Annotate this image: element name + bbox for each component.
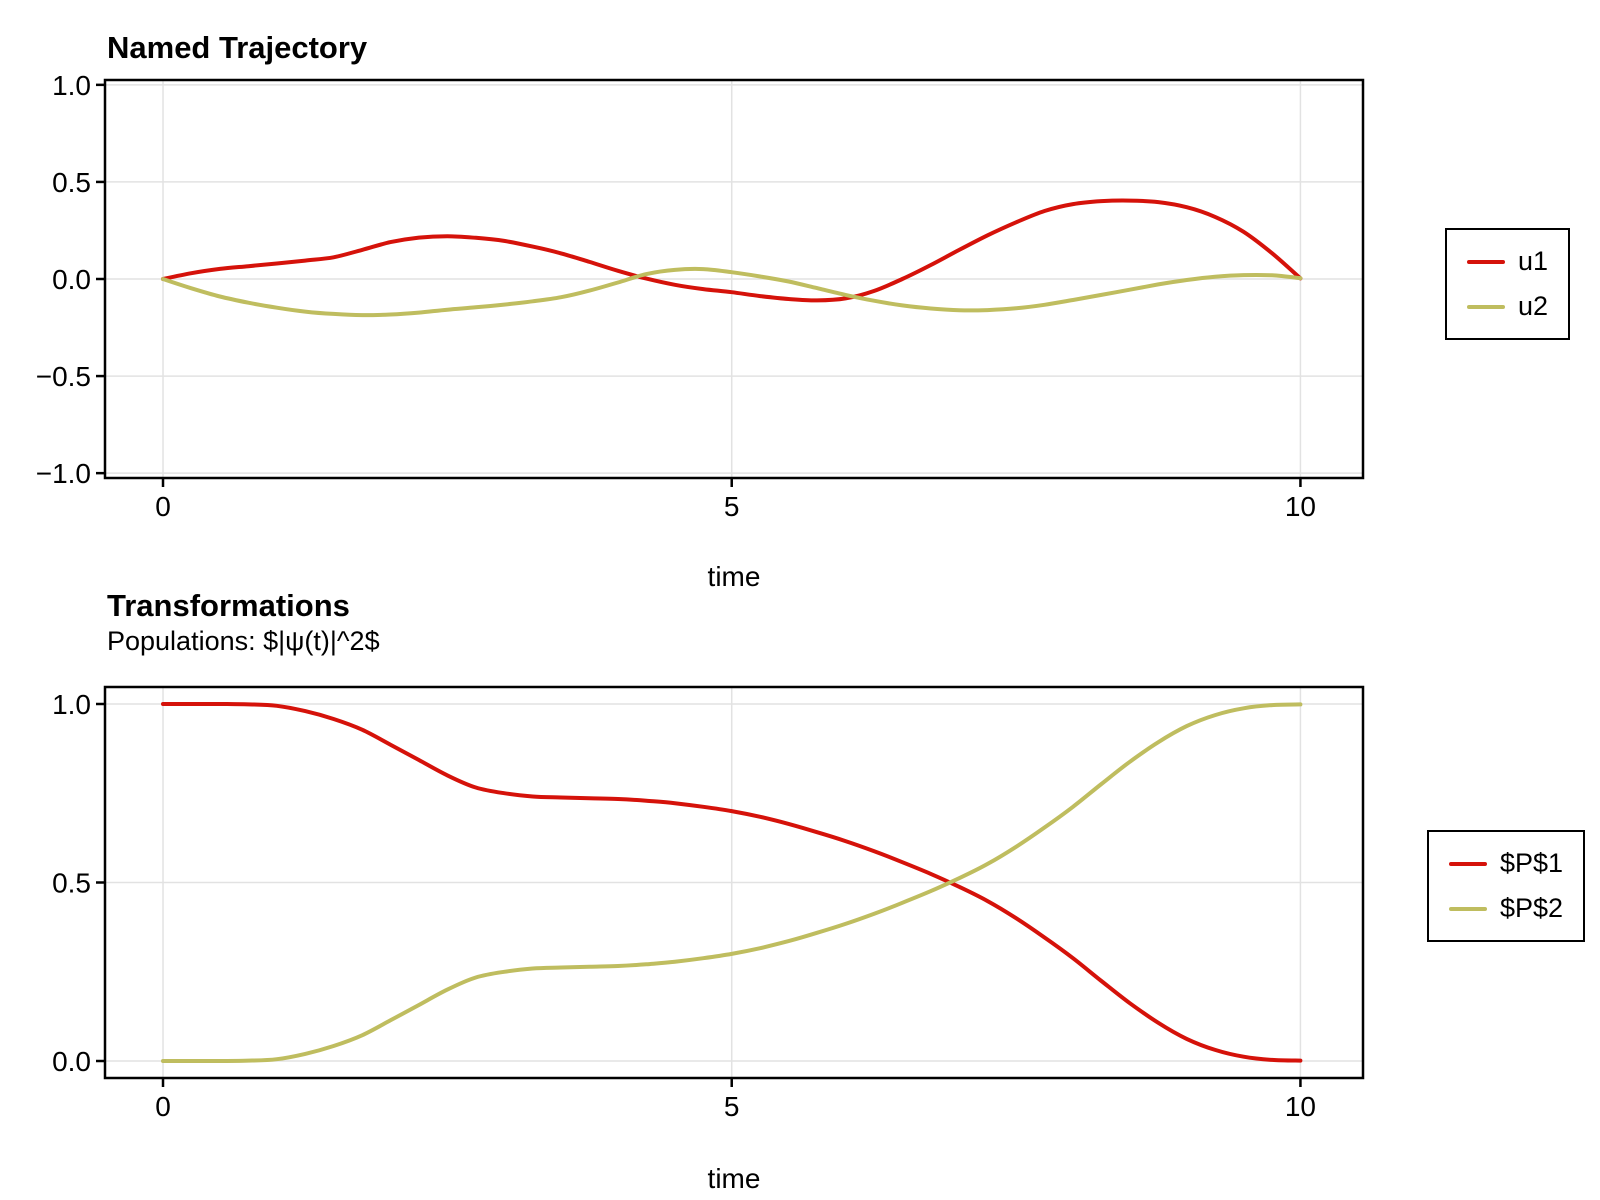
populations-title: Transformations xyxy=(107,588,350,623)
populations-figure: Transformations Populations: $|ψ(t)|^2$ … xyxy=(0,560,1600,1200)
legend-label-p2: $P$2 xyxy=(1500,893,1564,923)
legend-item-u2: u2 xyxy=(1467,293,1548,320)
populations-subtitle: Populations: $|ψ(t)|^2$ xyxy=(107,626,380,656)
x-tick-label: 5 xyxy=(724,491,740,522)
legend-item-p1: $P$1 xyxy=(1449,850,1563,877)
x-tick-label: 10 xyxy=(1285,491,1316,522)
x-tick-label: 0 xyxy=(155,1091,171,1122)
x-axis-label: time xyxy=(708,561,761,592)
legend-label-u1: u1 xyxy=(1518,246,1549,276)
populations-legend: $P$1 $P$2 xyxy=(1427,830,1586,942)
populations-chart: 0 5 10 1.0 0.5 0.0 time xyxy=(52,685,1365,1194)
u2-line-swatch xyxy=(1467,304,1505,309)
x-tick-label: 0 xyxy=(155,491,171,522)
legend-label-p1: $P$1 xyxy=(1500,848,1564,878)
series-line-0 xyxy=(161,198,1303,303)
legend-label-u2: u2 xyxy=(1518,291,1549,321)
trajectory-figure: Named Trajectory 0 5 10 1.0 0.5 0.0 −0.5 −1.0 ti… xyxy=(0,0,1600,592)
series-line-1 xyxy=(161,266,1303,318)
legend-item-u1: u1 xyxy=(1467,248,1548,275)
x-tick-label: 5 xyxy=(724,1091,740,1122)
x-axis-label: time xyxy=(708,1163,761,1194)
y-tick-label: 0.5 xyxy=(52,868,91,899)
u1-line-swatch xyxy=(1467,259,1505,264)
x-tick-label: 10 xyxy=(1285,1091,1316,1122)
y-tick-label: 1.0 xyxy=(52,70,91,101)
series-line-0 xyxy=(161,701,1303,1063)
legend-item-p2: $P$2 xyxy=(1449,895,1563,922)
y-tick-label: 1.0 xyxy=(52,689,91,720)
trajectory-legend: u1 u2 xyxy=(1445,228,1571,340)
y-tick-label: 0.5 xyxy=(52,167,91,198)
p1-line-swatch xyxy=(1449,861,1487,866)
p2-line-swatch xyxy=(1449,906,1487,911)
trajectory-chart: 0 5 10 1.0 0.5 0.0 −0.5 −1.0 time xyxy=(36,70,1365,592)
trajectory-title: Named Trajectory xyxy=(107,30,368,65)
y-tick-label: −0.5 xyxy=(36,361,91,392)
y-tick-label: 0.0 xyxy=(52,264,91,295)
y-tick-label: −1.0 xyxy=(36,458,91,489)
y-tick-label: 0.0 xyxy=(52,1046,91,1077)
series-line-1 xyxy=(161,702,1303,1064)
